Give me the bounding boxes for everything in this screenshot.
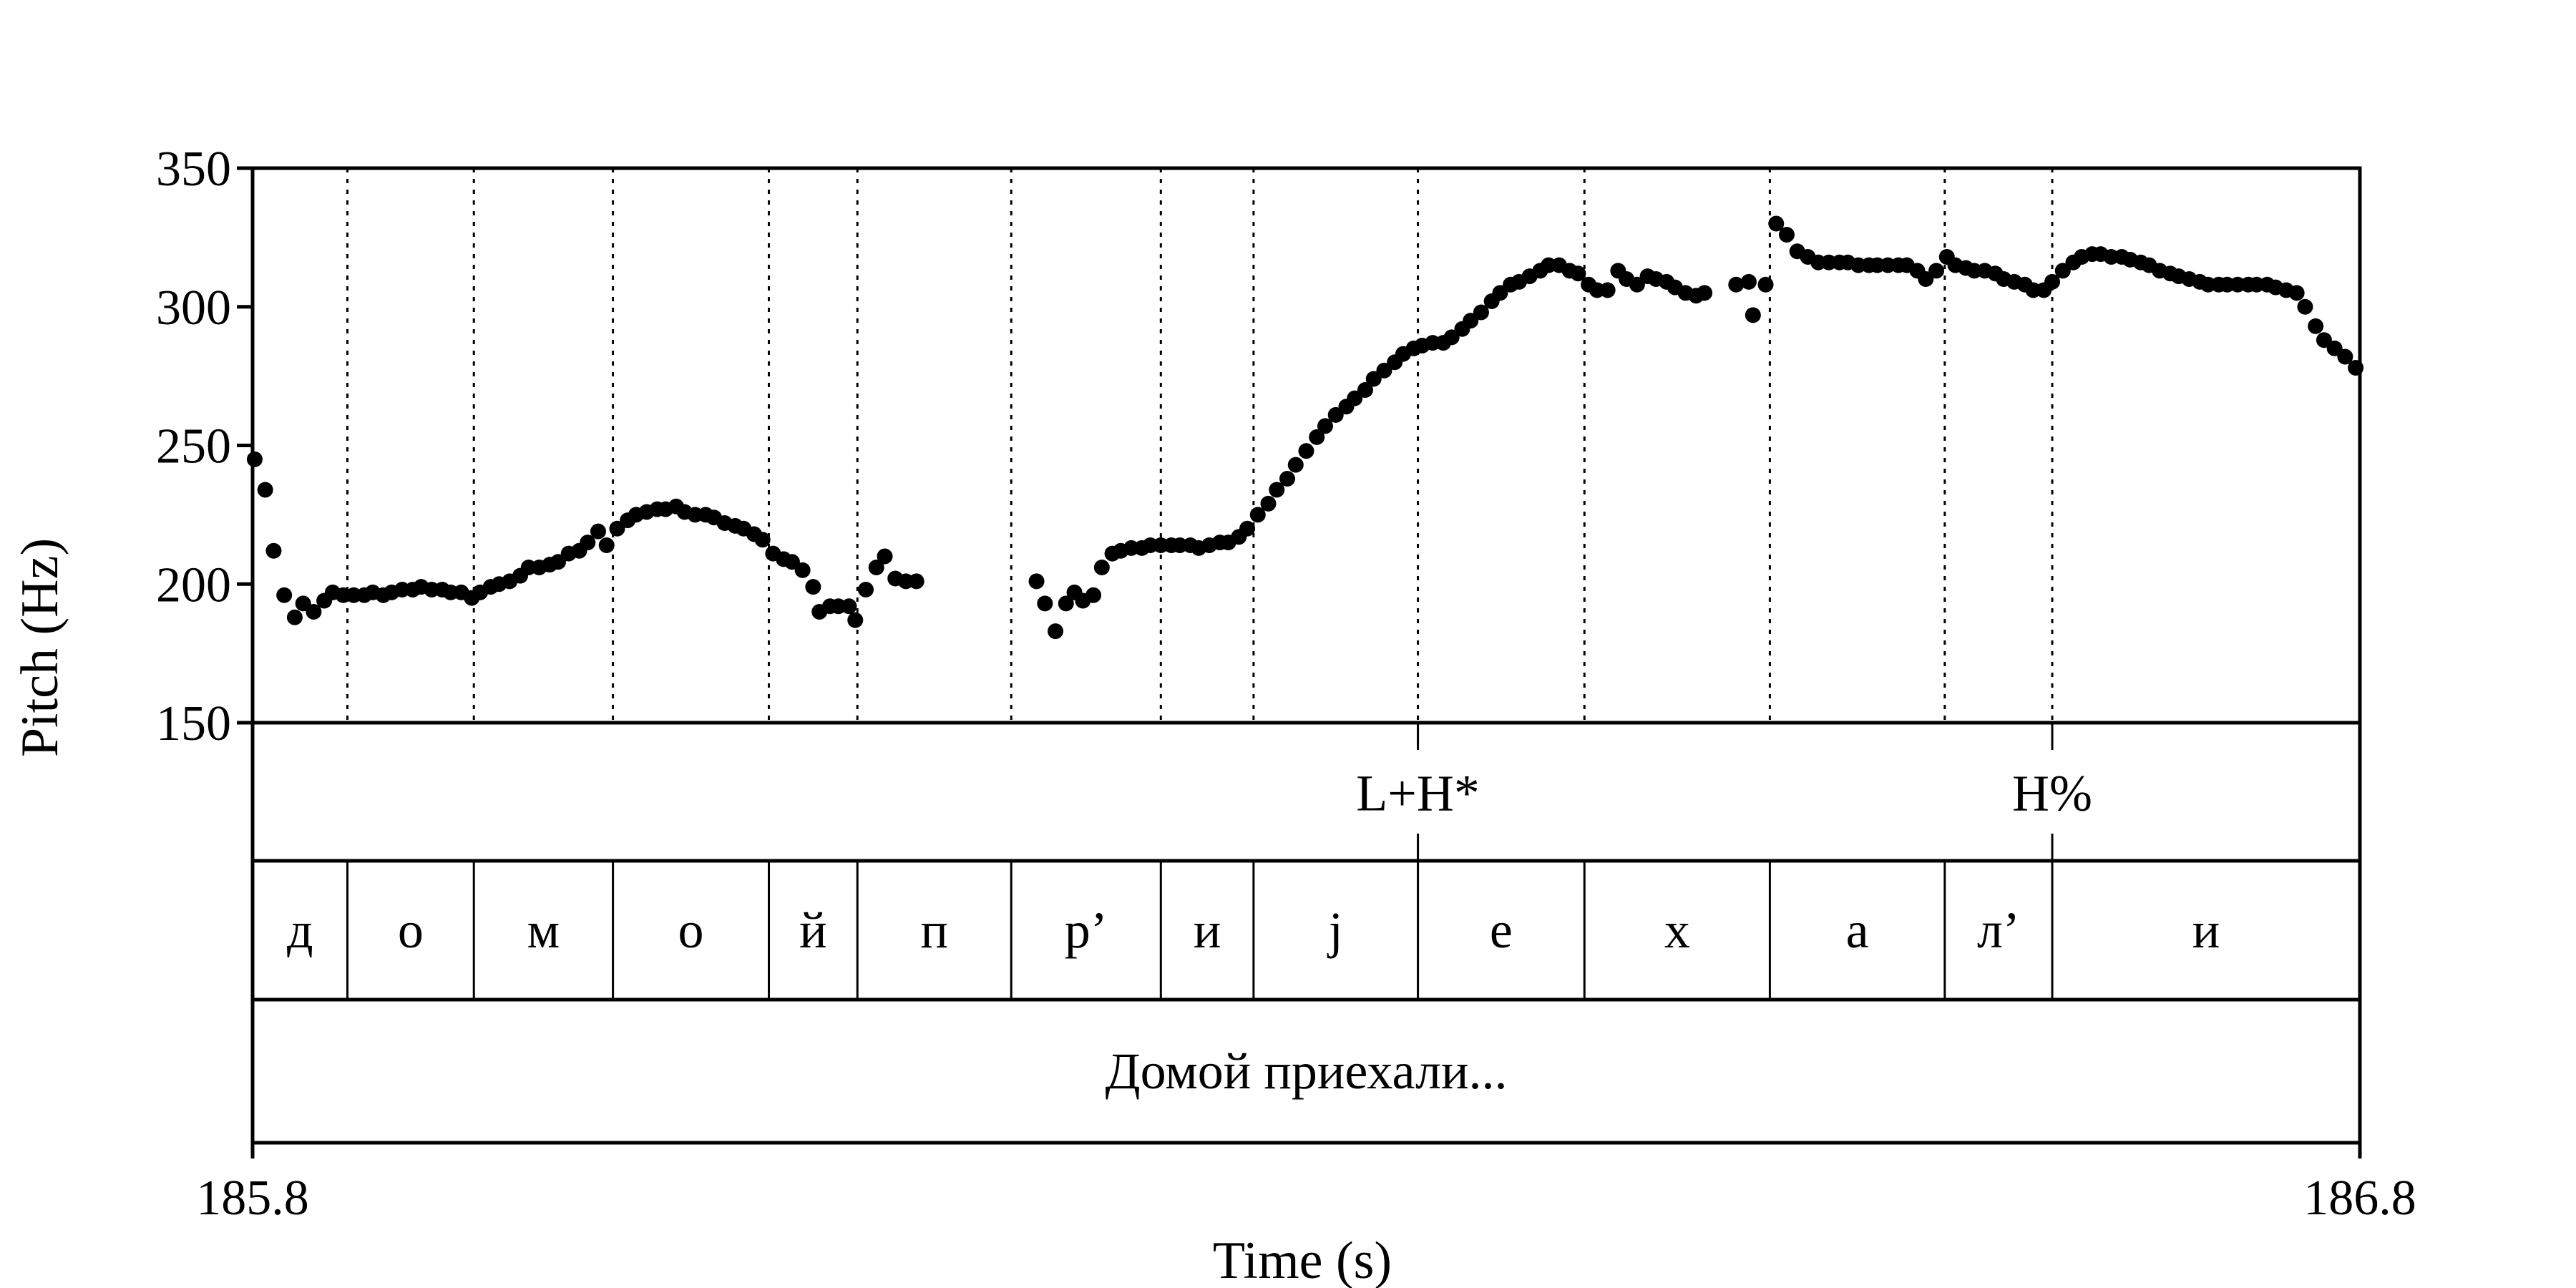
pitch-point [1697,285,1713,301]
pitch-point [1037,595,1053,612]
pitch-point [847,612,864,628]
y-tick-label: 350 [156,142,231,197]
pitch-point [1365,371,1382,387]
segment-label: л’ [1977,902,2020,959]
pitch-point [784,554,800,570]
pitch-point [1269,482,1285,498]
pitch-point [1492,285,1508,301]
pitch-point [1463,313,1479,329]
pitch-point [857,582,874,597]
pitch-point [1260,495,1277,512]
annotation-tiers: L+H* H% д о м о й п р’ и j е х а л’ и Домой приехали... [287,723,2220,1100]
x-tick-label: 185.8 [196,1171,309,1226]
figure-frame [250,166,2362,1145]
pitch-point [1058,595,1074,612]
tone-label: L+H* [1356,765,1480,822]
segment-label: а [1846,902,1869,959]
pitch-point [2297,298,2313,315]
pitch-point [1629,276,1645,293]
pitch-point [1249,507,1266,523]
sentence-label: Домой приехали... [1105,1043,1507,1100]
pitch-point [2044,273,2061,290]
pitch-point [306,604,322,620]
segment-label: р’ [1065,902,1108,959]
tone-label: H% [2012,765,2092,822]
pitch-point [1376,362,1392,379]
segment-label: и [1194,902,1221,959]
y-tick-label: 150 [156,696,231,751]
y-tick-label: 300 [156,280,231,336]
pitch-point [257,482,273,498]
pitch-point [868,560,884,575]
segment-label: м [527,902,560,959]
pitch-point [1599,282,1616,298]
pitch-point [2054,263,2071,279]
pitch-point [754,532,771,548]
pitch-point [1570,265,1586,282]
pitch-point [1085,587,1102,603]
pitch-point [1768,215,1785,232]
pitch-point [580,535,596,551]
pitch-point [1347,390,1363,406]
pitch-point [908,573,924,590]
pitch-point [1239,520,1256,537]
segment-label: о [398,902,424,959]
pitch-point [598,537,615,553]
pitch-plot [246,168,2364,723]
pitch-point [2337,348,2353,365]
pitch-point [1918,271,1934,287]
pitch-point [794,562,811,578]
pitch-point [609,520,625,537]
x-axis-title: Time (s) [1213,1231,1392,1288]
pitch-point [265,542,282,559]
pitch-point [2288,285,2305,301]
pitch-point [1740,273,1757,290]
pitch-point [1357,382,1373,398]
pitch-point [2316,332,2332,348]
pitch-point [1928,263,1945,279]
y-tick-label: 250 [156,419,231,474]
pitch-point [1298,443,1314,459]
pitch-point [550,554,567,570]
pitch-point [1778,227,1795,243]
segment-label: п [920,902,948,959]
x-tick-label: 186.8 [2303,1171,2416,1226]
pitch-point [1093,560,1110,575]
pitch-point [1309,429,1325,445]
pitch-point [2308,318,2324,334]
y-axis-title: Pitch (Hz) [11,538,69,757]
pitch-point [1728,276,1745,293]
pitch-point [1473,304,1489,321]
pitch-point [1745,307,1761,323]
pitch-point [246,451,263,467]
pitch-point [276,587,293,603]
pitch-point [2326,340,2343,356]
segment-label: о [678,902,704,959]
pitch-point [1048,623,1064,640]
pitch-point [1279,471,1295,487]
segment-label: и [2192,902,2220,959]
pitch-point [877,548,893,565]
pitch-point [1757,276,1774,293]
pitch-point [286,609,303,625]
pitch-point [1317,418,1334,434]
pitch-point [295,595,311,612]
pitch-point [590,523,606,540]
segment-label: е [1490,902,1513,959]
pitch-point [841,598,857,615]
pitch-point [1327,406,1344,423]
y-tick-label: 200 [156,557,231,613]
segment-label: j [1327,902,1343,959]
segment-label: д [287,902,313,959]
pitch-point [1287,457,1304,473]
segment-label: х [1664,902,1690,959]
segment-label: й [799,902,827,959]
pitch-point [1443,329,1460,346]
pitch-point [1028,573,1045,590]
axes: 350 300 250 200 150 185.8 186.8 [156,142,2416,1226]
pitch-point [805,579,821,595]
